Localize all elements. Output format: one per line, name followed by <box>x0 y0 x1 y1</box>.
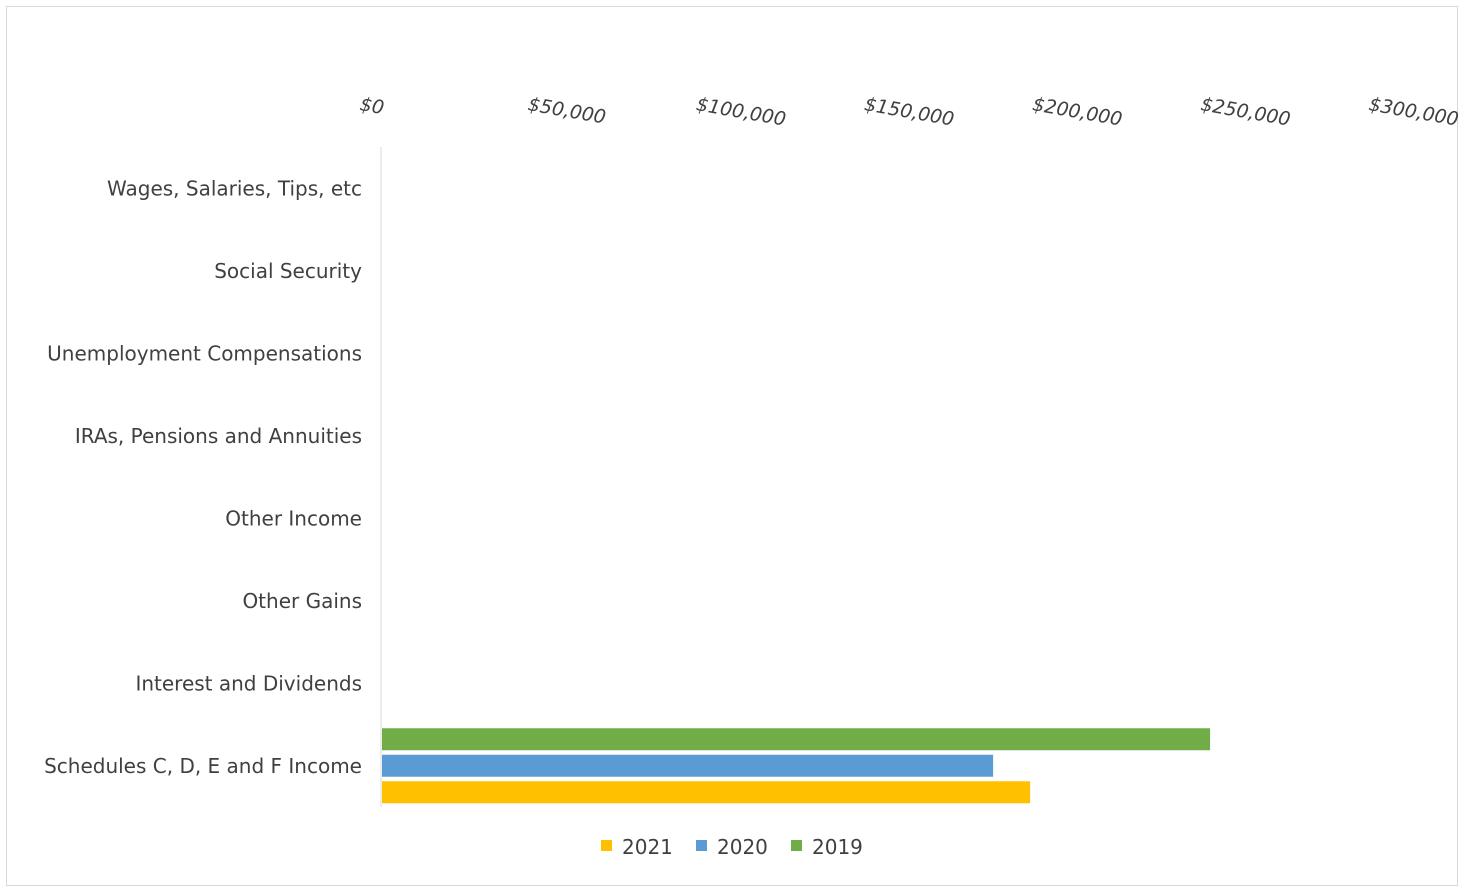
category-label: Wages, Salaries, Tips, etc <box>107 176 362 200</box>
bar-2020 <box>382 754 994 777</box>
bar-2021 <box>382 781 1031 804</box>
legend-label: 2020 <box>717 835 768 859</box>
legend-swatch <box>791 840 802 851</box>
category-label: Schedules C, D, E and F Income <box>44 754 362 778</box>
x-tick-label: $150,000 <box>863 93 956 130</box>
legend-label: 2019 <box>812 835 863 859</box>
category-label: Unemployment Compensations <box>47 341 362 365</box>
x-axis-ticks: $0 $50,000 $100,000 $150,000 $200,000 $250,00… <box>358 93 1460 130</box>
legend-label: 2021 <box>622 835 673 859</box>
bar-2019 <box>382 728 1211 751</box>
category-label: Interest and Dividends <box>135 671 362 695</box>
legend-swatch <box>696 840 707 851</box>
x-tick-label: $50,000 <box>526 93 607 128</box>
bars <box>382 728 1211 804</box>
category-label: IRAs, Pensions and Annuities <box>75 424 362 448</box>
x-tick-label: $300,000 <box>1367 93 1460 130</box>
x-tick-label: $200,000 <box>1031 93 1124 130</box>
x-tick-label: $0 <box>358 93 386 119</box>
x-tick-label: $250,000 <box>1199 93 1292 130</box>
legend-swatch <box>601 840 612 851</box>
category-label: Social Security <box>214 259 362 283</box>
category-label: Other Income <box>225 506 362 530</box>
category-label: Other Gains <box>242 589 362 613</box>
category-labels: Wages, Salaries, Tips, etc Social Securit… <box>44 176 362 778</box>
x-tick-label: $100,000 <box>694 93 787 130</box>
legend: 2021 2020 2019 <box>601 835 863 859</box>
